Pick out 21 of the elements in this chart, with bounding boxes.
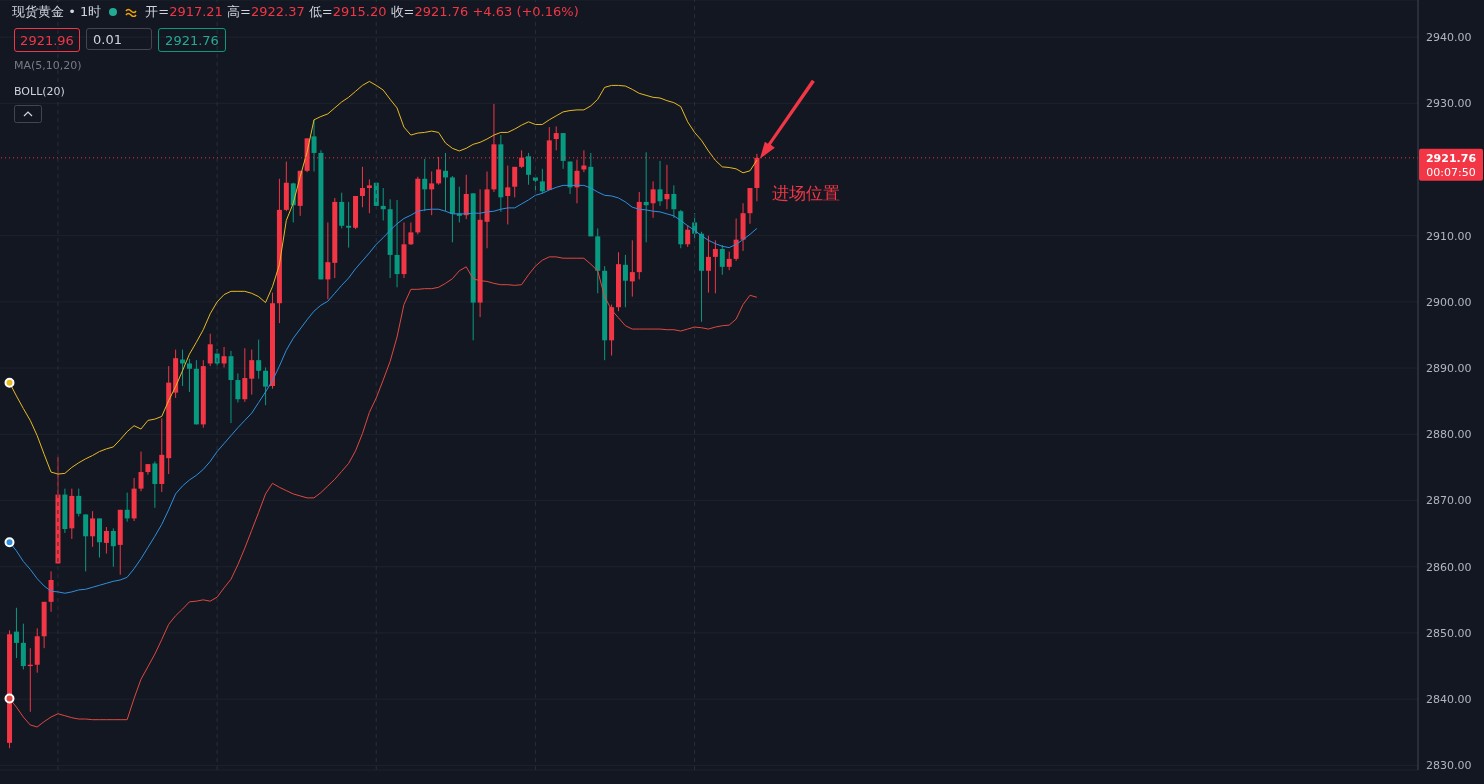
chart-subtitle: 开=2917.21 高=2922.37 低=2915.20 收=2921.76 +4.63 (+0.16%) [145,4,579,19]
y-tick-label: 2890.00 [1426,362,1472,376]
text: 00:07:50 [1426,165,1476,179]
annotation: 2921.76 [158,28,226,52]
y-tick-label: 2840.00 [1426,693,1472,707]
text: 进场位置 [772,182,840,205]
chart-title: 现货黄金 • 1时 [12,3,102,21]
y-tick-label: 2860.00 [1426,560,1472,574]
y-tick-label: 2850.00 [1426,626,1472,640]
y-tick-label: 2940.00 [1426,30,1472,44]
y-tick-label: 2830.00 [1426,759,1472,773]
y-tick-label: 2880.00 [1426,428,1472,442]
annotation: MA(5,10,20) [14,59,82,72]
ref-line-label: 2921.76 [1425,151,1477,165]
annotation: BOLL(20) [14,85,65,98]
annotation: 0.01 [86,28,152,50]
y-tick-label: 2910.00 [1426,229,1472,243]
y-tick-label: 2900.00 [1426,295,1472,309]
y-tick-label: 2930.00 [1426,97,1472,111]
y-tick-label: 2870.00 [1426,494,1472,508]
annotation: 2921.96 [14,28,80,52]
